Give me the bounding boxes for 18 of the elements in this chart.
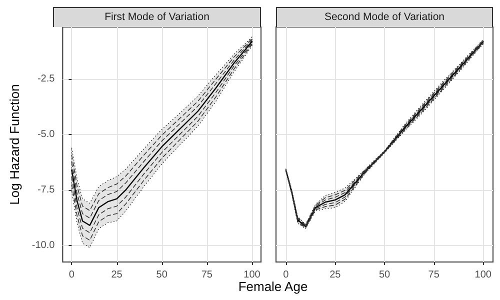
x-tick-label: 25 [111, 270, 123, 280]
y-tick-label: -2.5 [37, 74, 56, 85]
chart-title: First Mode of Variation [53, 7, 261, 27]
x-tick-label: 0 [68, 270, 75, 280]
x-tick-label: 100 [474, 270, 492, 280]
chart-title: Second Mode of Variation [276, 7, 493, 27]
x-tick-label: 75 [201, 270, 213, 280]
y-axis-title: Log Hazard Function [7, 84, 22, 205]
x-tick-label: 0 [283, 270, 290, 280]
x-tick-label: 100 [244, 270, 261, 280]
y-tick-label: -5.0 [37, 129, 56, 140]
y-tick-label: -7.5 [37, 184, 56, 196]
x-axis-title: Female Age [237, 279, 309, 294]
x-tick-label: 50 [156, 270, 168, 280]
x-tick-label: 50 [378, 270, 390, 280]
y-tick-label: -10.0 [32, 240, 56, 251]
x-tick-label: 25 [330, 270, 342, 280]
x-tick-label: 75 [428, 270, 440, 280]
